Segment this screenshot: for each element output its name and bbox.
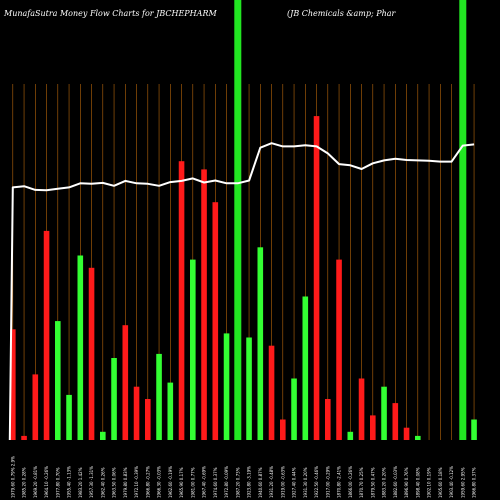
x-tick-label: 1966.80 0.37% — [472, 467, 477, 498]
bar — [370, 415, 376, 440]
x-tick-label: 1931.20 -0.48% — [269, 466, 274, 498]
x-tick-label: 1977.80 0.70% — [55, 467, 60, 498]
bar — [167, 382, 174, 440]
bar — [471, 419, 477, 440]
bar — [77, 255, 84, 440]
bar — [358, 378, 365, 440]
bar — [302, 296, 309, 440]
x-tick-label: 1969.20 -0.81% — [33, 466, 38, 498]
bar — [212, 202, 219, 440]
bar — [201, 169, 207, 440]
x-tick-label: 1974.60 0.37% — [213, 467, 218, 498]
highlight-column — [459, 0, 467, 440]
bar — [257, 247, 264, 440]
chart-title-right: (JB Chemicals &amp; Phar — [287, 9, 397, 18]
x-tick-label: 1903.40 -0.12% — [449, 466, 454, 498]
x-tick-label: 1966.80 -0.27% — [145, 466, 150, 498]
flow-line-group — [8, 142, 475, 441]
x-tick-label: 1866.00 -0.26% — [348, 466, 353, 498]
bar — [325, 399, 331, 440]
x-tick-label: 1979.80 0.83% — [123, 467, 128, 498]
x-tick-label: 1923.80 -3.19% — [247, 466, 252, 498]
x-tick-label: 1959.60 2.95% — [460, 467, 465, 498]
bar — [111, 358, 117, 440]
bar — [336, 259, 342, 440]
bar — [10, 329, 16, 440]
x-tick-label: 1883.20 0.20% — [382, 467, 387, 498]
x-tick-label: 1987.20 0.73% — [235, 467, 240, 498]
bar — [280, 419, 286, 440]
bar — [313, 116, 320, 440]
x-tick-label: 1983.20 1.42% — [78, 467, 83, 498]
bar — [43, 230, 50, 440]
x-tick-label: 1957.30 -1.31% — [89, 466, 94, 498]
x-tick-label: 1922.50 -0.46% — [314, 466, 319, 498]
x-tick-label: 1879.50 0.47% — [370, 467, 375, 498]
bar — [32, 374, 39, 440]
bar — [133, 386, 140, 440]
x-tick-label: 1882.60 -0.03% — [393, 466, 398, 498]
x-tick-label: 1965.90 0.17% — [179, 467, 184, 498]
highlight-columns — [234, 0, 467, 440]
highlight-column — [234, 0, 242, 440]
bar — [347, 431, 354, 440]
chart-title-left: MunafaSutra Money Flow Charts for JBCHEP… — [3, 9, 217, 18]
bar — [100, 431, 106, 440]
x-tick-label: 1966.30 -0.03% — [157, 466, 162, 498]
x-tick-label: 1985.20 0.28% — [22, 467, 27, 498]
bar — [55, 321, 61, 440]
bar — [268, 345, 275, 440]
x-tick-label: 1896.90 0.76% — [404, 467, 409, 498]
bar — [21, 435, 27, 440]
bar — [246, 337, 252, 440]
bar — [156, 353, 162, 440]
x-tick-label: 1979.60 0.79% 2.9% — [10, 456, 15, 498]
bar — [223, 333, 230, 440]
x-tick-label: 1962.40 0.26% — [100, 467, 105, 498]
x-tick-label: 1963.50 0.06% — [112, 467, 117, 498]
bar — [415, 435, 421, 440]
bar — [381, 386, 387, 440]
x-tick-label: 1972.10 -0.39% — [134, 466, 139, 498]
x-tick-label: 1940.60 0.87% — [258, 467, 263, 498]
x-tick-label: 1902.10 0.19% — [427, 467, 432, 498]
bar — [145, 399, 151, 440]
x-tick-label: 1870.70 0.25% — [359, 467, 364, 498]
bar — [291, 378, 297, 440]
bar — [190, 259, 196, 440]
x-tick-label: 1898.40 0.08% — [415, 467, 420, 498]
x-tick-label: 1955.40 -1.13% — [67, 466, 72, 498]
x-tick-label: 1927.40 0.44% — [292, 467, 297, 498]
x-tick-label: 1962.60 -0.19% — [168, 466, 173, 498]
x-tick-label: 1905.60 0.18% — [438, 467, 443, 498]
x-tick-label: 1967.40 -0.69% — [202, 466, 207, 498]
bars — [10, 116, 477, 440]
x-tick-label: 1981.00 0.77% — [190, 467, 195, 498]
flow-line — [8, 142, 475, 441]
x-tick-label: 1917.00 -0.29% — [325, 466, 330, 498]
x-tick-labels: 1979.60 0.79% 2.9% 1985.20 0.28% 1969.20 -… — [10, 456, 476, 498]
x-tick-label: 1931.30 0.20% — [303, 467, 308, 498]
bar — [178, 161, 185, 440]
x-tick-label: 1964.10 -0.26% — [44, 466, 49, 498]
x-tick-label: 1919.00 -0.63% — [280, 466, 285, 498]
bar — [392, 403, 399, 440]
bar — [403, 427, 410, 440]
bar — [88, 267, 95, 440]
x-tick-label: 1972.80 -0.09% — [224, 466, 229, 498]
bar — [122, 325, 129, 440]
bar — [66, 394, 72, 440]
x-tick-label: 1870.80 -2.41% — [337, 466, 342, 498]
